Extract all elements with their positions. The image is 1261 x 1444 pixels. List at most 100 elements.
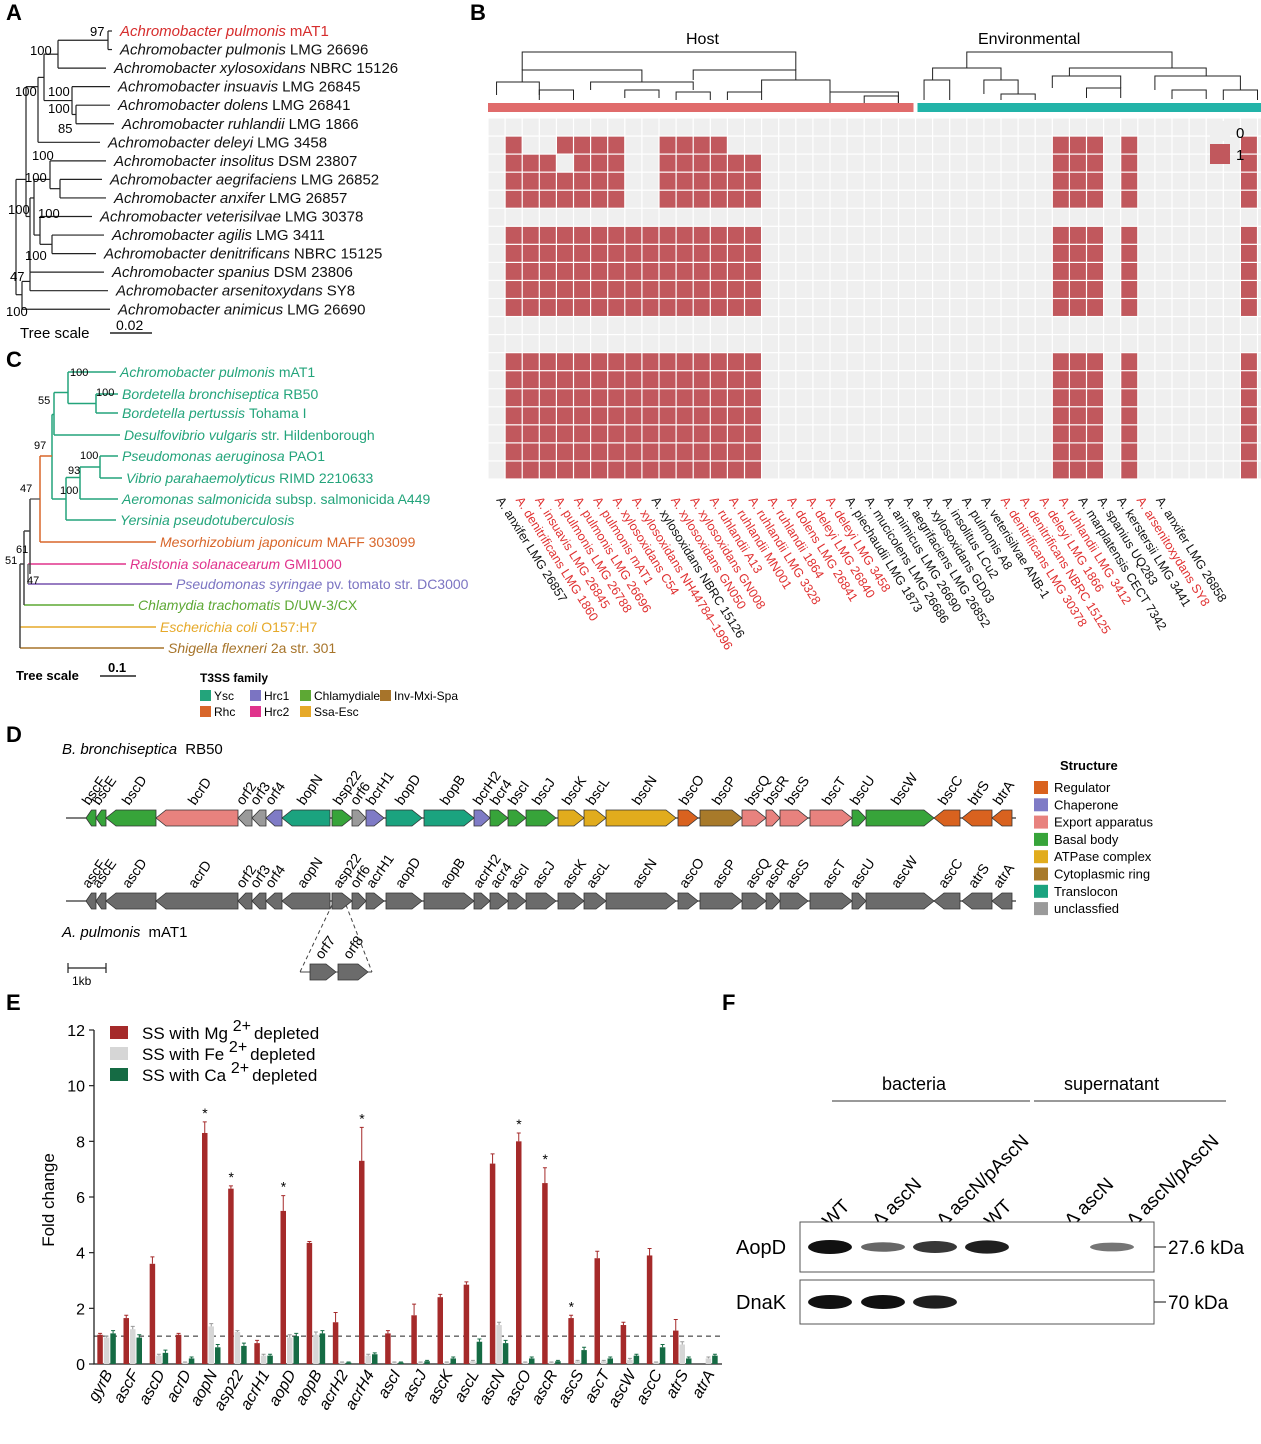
error-bar: [464, 1281, 469, 1285]
heatmap-cell: [1104, 353, 1121, 371]
heatmap-cell: [1206, 281, 1223, 298]
cluster-title-bottom-strain: mAT1: [149, 924, 188, 941]
heatmap-cell: [1035, 407, 1052, 425]
taxon-strain: NBRC 15125: [294, 246, 382, 263]
heatmap-cell: [813, 190, 830, 208]
heatmap-cell: [591, 353, 608, 371]
taxon-species: Vibrio parahaemolyticus: [126, 470, 275, 486]
panel-e-bars: * * * * * * *: [97, 1105, 718, 1364]
heatmap-cell: [984, 407, 1001, 425]
heatmap-cell: [625, 118, 642, 136]
heatmap-cell: [1138, 172, 1155, 190]
heatmap-cell: [830, 425, 847, 443]
bar: [130, 1329, 136, 1364]
heatmap-cell: [1223, 353, 1240, 371]
taxon-strain: MAFF 303099: [327, 534, 416, 550]
heatmap-cell: [1206, 190, 1223, 208]
error-bar: [183, 1361, 188, 1363]
gene-label: btrS: [964, 778, 992, 808]
heatmap-cell: [591, 154, 608, 172]
heatmap-cell: [813, 281, 830, 298]
heatmap-cell: [505, 172, 522, 190]
heatmap-cell: [1018, 461, 1035, 479]
heatmap-cell: [916, 407, 932, 425]
heatmap-cell: [539, 461, 556, 479]
panel-c-scale-value: 0.1: [108, 660, 126, 675]
heatmap-cell: [608, 208, 625, 226]
taxon-label: Achromobacter deleyi LMG 3458: [107, 134, 327, 151]
gene-arrow: [331, 892, 353, 910]
group-label-supernatant: supernatant: [1064, 1074, 1159, 1094]
heatmap-cell: [1001, 299, 1018, 316]
bar: [659, 1347, 666, 1364]
heatmap-cell: [1189, 371, 1206, 389]
heatmap-cell: [488, 353, 505, 371]
heatmap-cell: [1121, 371, 1138, 389]
error-bar: [241, 1342, 246, 1346]
heatmap-cell: [984, 208, 1001, 226]
taxon-label: Achromobacter aegrifaciens LMG 26852: [109, 171, 379, 188]
bar: [673, 1330, 679, 1364]
x-tick-label: atrA: [689, 1368, 718, 1402]
heatmap-cell: [539, 190, 556, 208]
heatmap-cell: [1172, 226, 1189, 244]
heatmap-cell: [813, 407, 830, 425]
gene-arrow: [699, 892, 743, 910]
heatmap-cell: [1018, 244, 1035, 262]
taxon-strain: subsp. salmonicida A449: [275, 491, 430, 507]
bar: [359, 1160, 365, 1364]
heatmap-cell: [779, 154, 796, 172]
heatmap-cell: [659, 389, 676, 407]
heatmap-cell: [1001, 407, 1018, 425]
heatmap-cell: [1172, 136, 1189, 154]
heatmap-cell: [1172, 208, 1189, 226]
heatmap-cell: [1241, 461, 1257, 479]
heatmap-cell: [1070, 425, 1086, 443]
error-bar: [209, 1323, 214, 1327]
taxon-label: Achromobacter pulmonis mAT1: [119, 364, 315, 380]
heatmap-cell: [659, 443, 676, 461]
heatmap-cell: [899, 425, 915, 443]
heatmap-cell: [488, 281, 505, 298]
heatmap-cell: [1206, 407, 1223, 425]
heatmap-cell: [1172, 263, 1189, 280]
error-bar: [451, 1356, 456, 1359]
heatmap-cell: [693, 263, 710, 280]
family-swatch: [300, 690, 311, 701]
heatmap-cell: [1189, 317, 1206, 334]
heatmap-cell: [608, 136, 625, 154]
heatmap-cell: [933, 172, 950, 190]
heatmap-cell: [693, 226, 710, 244]
gene-arrow: [583, 892, 607, 910]
bootstrap-label: 55: [38, 395, 50, 407]
taxon-strain: RB50: [283, 386, 318, 402]
heatmap-cell: [1189, 208, 1206, 226]
heatmap-cell: [1189, 425, 1206, 443]
heatmap-cell: [779, 353, 796, 371]
heatmap-cell: [1104, 371, 1121, 389]
taxon-species: Achromobacter xylosoxidans: [113, 60, 306, 77]
bar: [646, 1255, 653, 1364]
bar: [103, 1337, 110, 1364]
heatmap-cell: [676, 118, 693, 136]
heatmap-cell: [916, 172, 932, 190]
heatmap-cell: [1001, 443, 1018, 461]
heatmap-cell: [591, 281, 608, 298]
heatmap-cell: [1172, 190, 1189, 208]
error-bar: [215, 1344, 220, 1348]
taxon-species: Achromobacter dolens: [117, 97, 269, 114]
heatmap-cell: [608, 353, 625, 371]
heatmap-cell: [916, 353, 932, 371]
heatmap-cell: [539, 154, 556, 172]
bootstrap-label: 47: [27, 575, 39, 587]
heatmap-cell: [676, 317, 693, 334]
heatmap-cell: [522, 226, 539, 244]
taxon-species: Achromobacter pulmonis: [119, 364, 275, 380]
bar: [679, 1344, 685, 1364]
legend-label-sup: 2+: [229, 1039, 247, 1056]
gene-arrow: [851, 892, 867, 910]
heatmap-cell: [984, 389, 1001, 407]
heatmap-cell: [830, 443, 847, 461]
taxon-label: Desulfovibrio vulgaris str. Hildenborough: [124, 427, 375, 443]
gene-label: bscU: [846, 772, 877, 807]
